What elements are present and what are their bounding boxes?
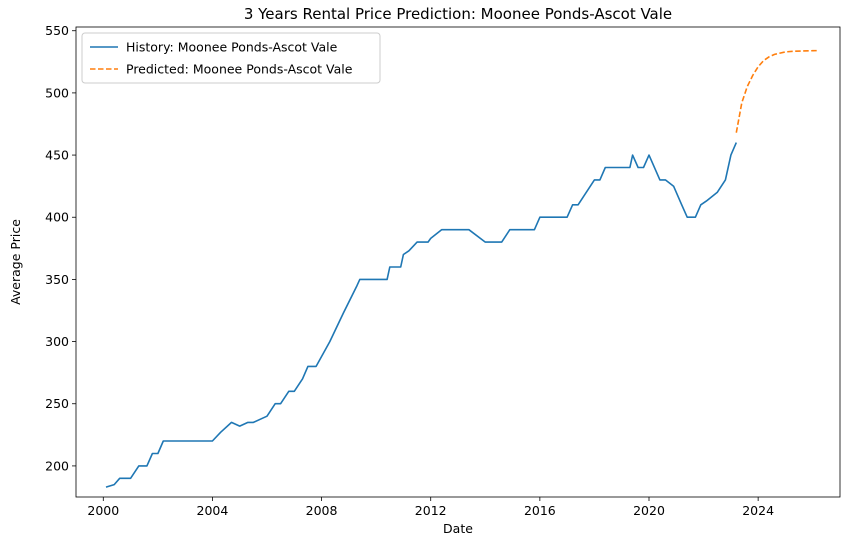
plot-area — [76, 27, 840, 497]
x-axis-ticks: 2000 2004 2008 2012 2016 2020 2024 — [87, 497, 774, 518]
y-axis-ticks: 200 250 300 350 400 450 500 550 — [45, 23, 76, 473]
y-tick-label: 250 — [45, 396, 69, 411]
chart-title: 3 Years Rental Price Prediction: Moonee … — [244, 5, 672, 23]
y-tick-label: 300 — [45, 334, 69, 349]
legend-label: Predicted: Moonee Ponds-Ascot Vale — [126, 62, 353, 77]
legend-label: History: Moonee Ponds-Ascot Vale — [126, 40, 338, 55]
y-tick-label: 350 — [45, 272, 69, 287]
legend: History: Moonee Ponds-Ascot Vale Predicte… — [81, 32, 381, 84]
y-tick-label: 550 — [45, 23, 69, 38]
plot-frame — [75, 26, 841, 498]
y-tick-label: 500 — [45, 85, 69, 100]
x-tick-label: 2008 — [306, 503, 338, 518]
x-tick-label: 2012 — [415, 503, 447, 518]
series-line-predicted — [735, 49, 819, 133]
x-tick-label: 2000 — [87, 503, 119, 518]
series-line-history — [105, 142, 738, 488]
series-layer — [105, 49, 819, 488]
y-tick-label: 400 — [45, 210, 69, 225]
x-axis-title: Date — [443, 521, 473, 536]
x-tick-label: 2004 — [197, 503, 229, 518]
x-tick-label: 2020 — [633, 503, 665, 518]
x-tick-label: 2016 — [524, 503, 556, 518]
y-tick-label: 200 — [45, 458, 69, 473]
y-tick-label: 450 — [45, 148, 69, 163]
y-axis-title: Average Price — [8, 219, 23, 305]
legend-box — [81, 32, 381, 84]
x-tick-label: 2024 — [742, 503, 774, 518]
